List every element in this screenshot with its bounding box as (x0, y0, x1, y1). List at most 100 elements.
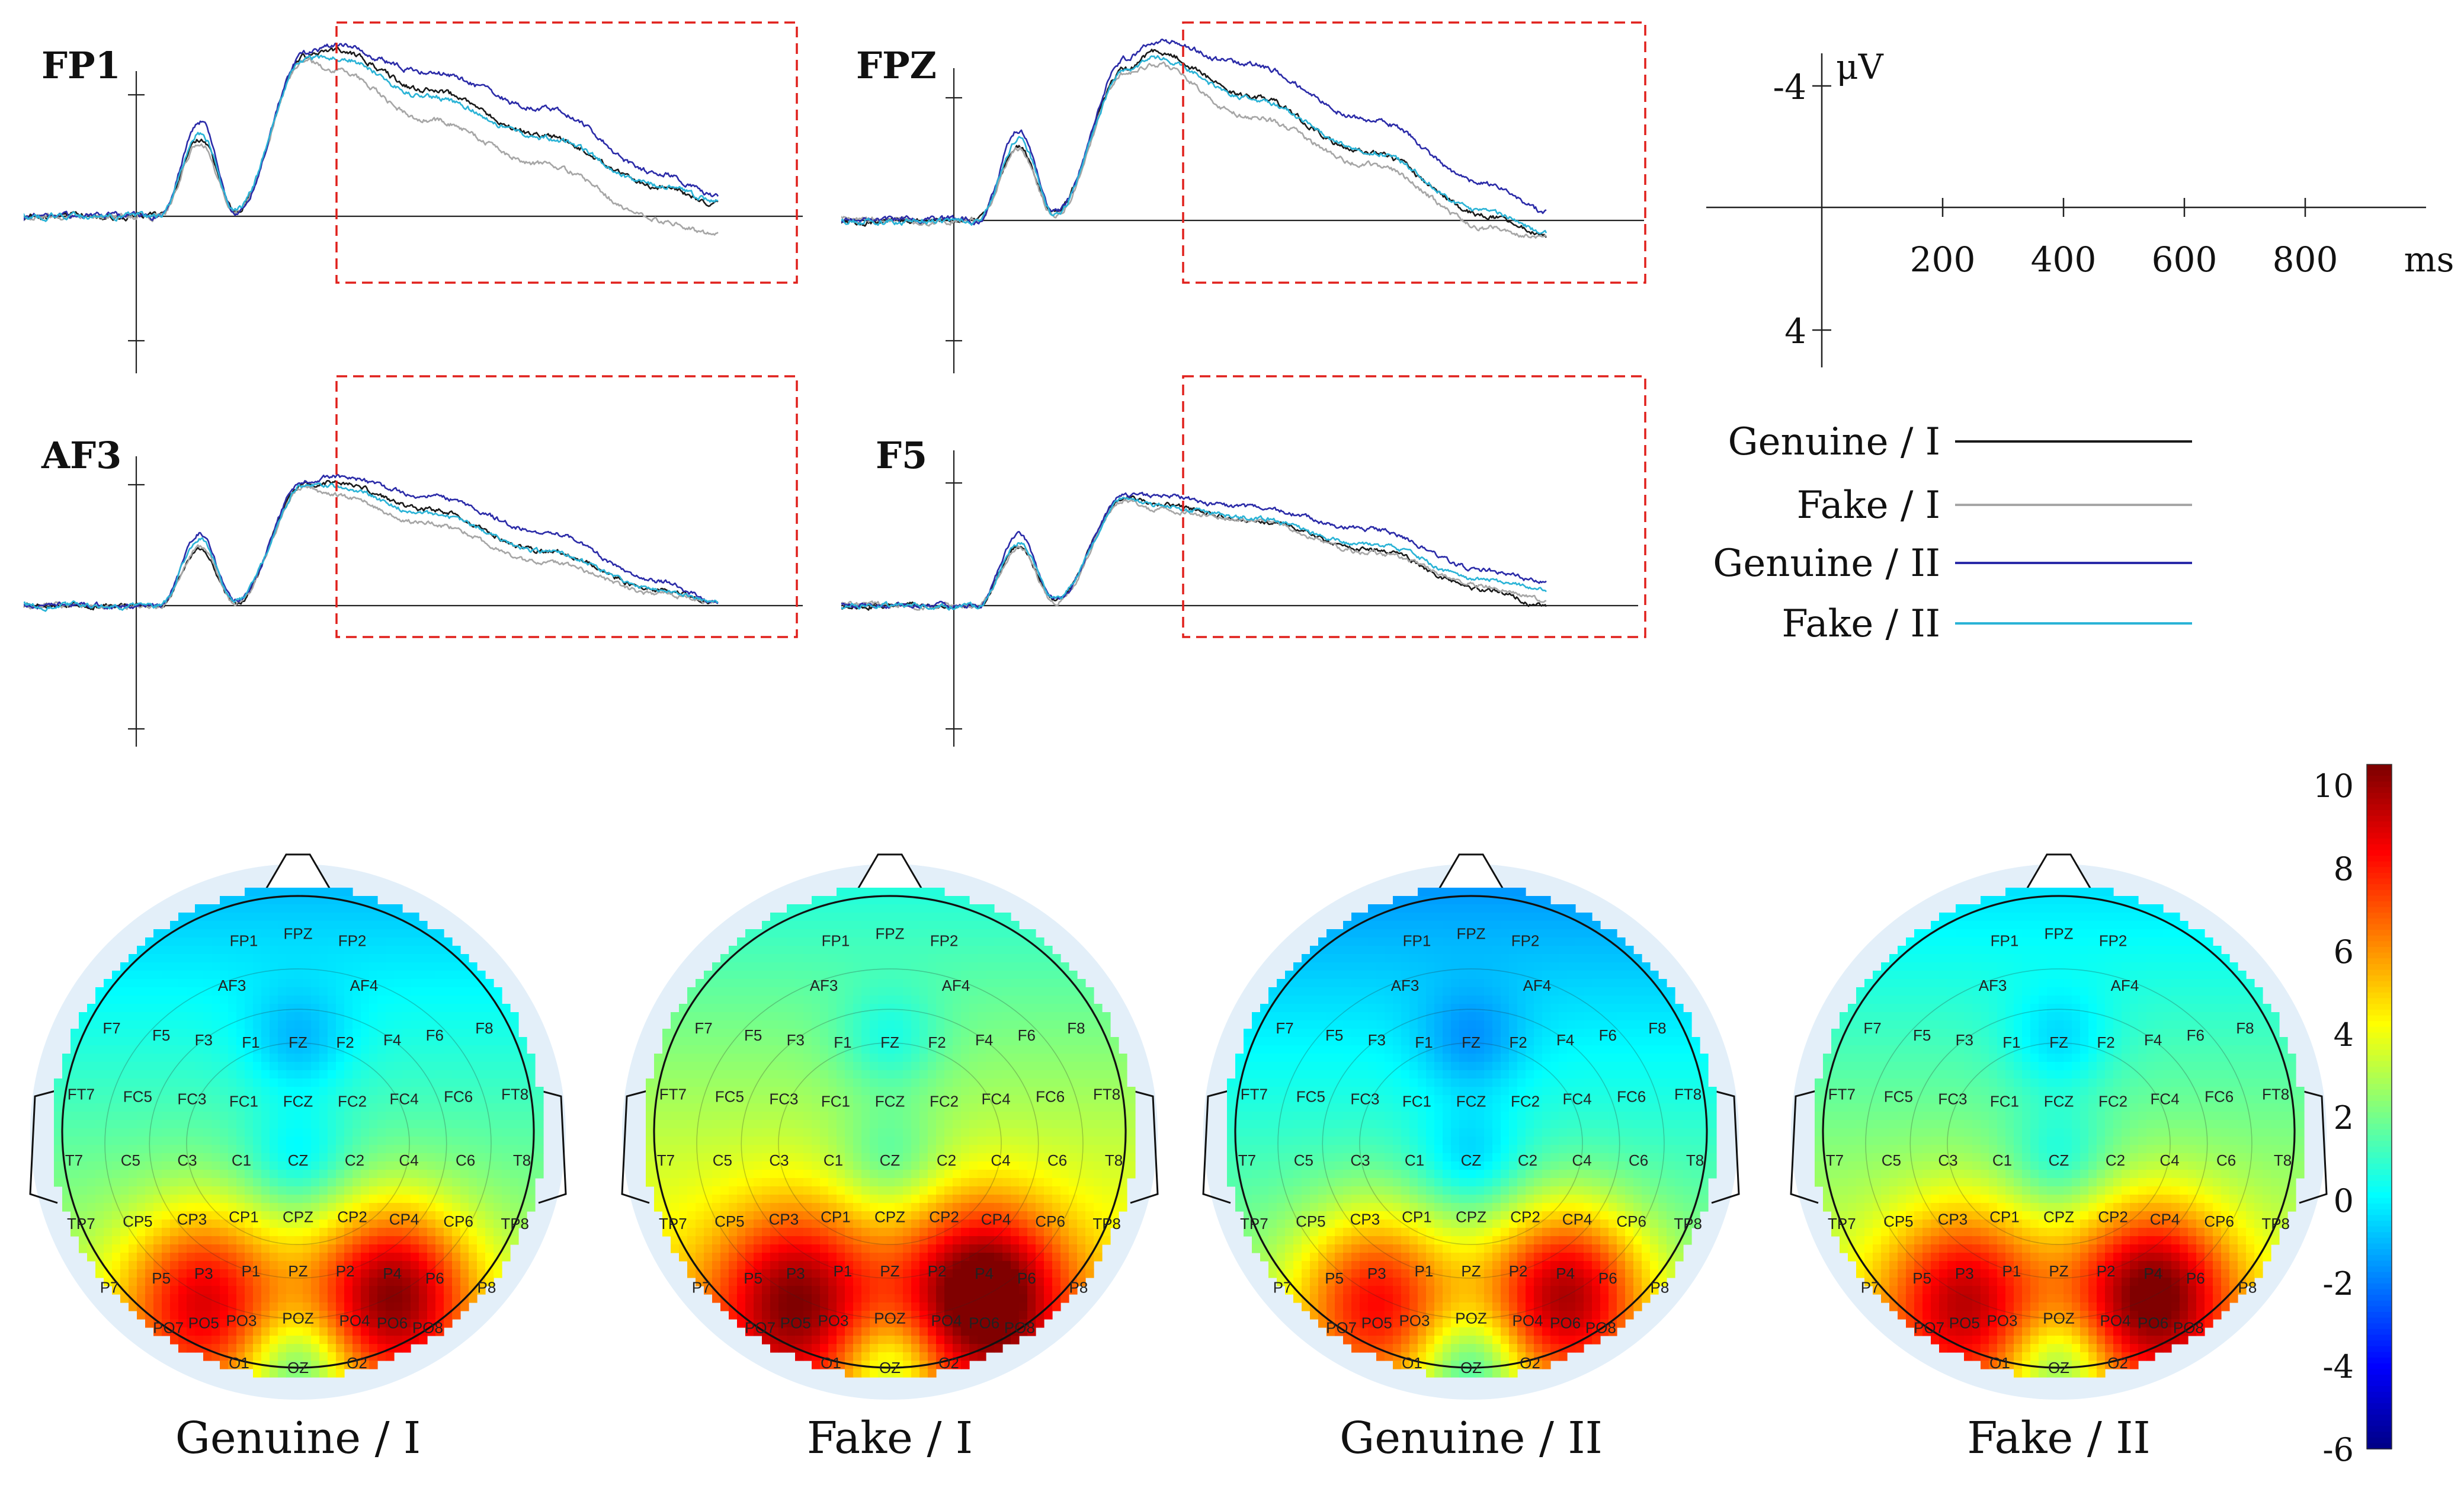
field-cell (1127, 1153, 1136, 1162)
field-cell (861, 1029, 870, 1038)
field-cell (328, 1369, 337, 1378)
field-cell (203, 1186, 212, 1195)
field-cell (845, 1137, 854, 1145)
field-cell (270, 1045, 278, 1054)
field-cell (936, 1078, 945, 1087)
field-cell (344, 1195, 353, 1204)
field-cell (377, 1170, 386, 1179)
field-cell (737, 1045, 746, 1054)
field-cell (369, 1344, 378, 1353)
field-cell (361, 913, 370, 921)
field-cell (319, 1137, 328, 1145)
field-cell (1119, 1203, 1127, 1212)
field-cell (245, 1078, 254, 1087)
field-cell (911, 1054, 920, 1062)
field-cell (803, 1070, 812, 1079)
field-cell (228, 1195, 237, 1204)
field-cell (729, 996, 738, 1004)
field-cell (245, 1020, 254, 1029)
field-cell (469, 1070, 478, 1079)
field-cell (79, 1137, 88, 1145)
field-cell (386, 971, 395, 980)
field-cell (303, 996, 312, 1004)
field-cell (353, 1344, 361, 1353)
field-cell (1002, 1137, 1011, 1145)
field-cell (477, 1261, 486, 1270)
field-cell (477, 1153, 486, 1162)
field-cell (419, 1244, 428, 1253)
field-cell (1110, 1128, 1119, 1137)
field-cell (278, 1004, 287, 1013)
field-cell (120, 1078, 129, 1087)
field-cell (646, 1153, 655, 1162)
field-cell (328, 979, 337, 988)
field-cell (720, 979, 729, 988)
field-cell (162, 1186, 171, 1195)
field-cell (754, 1062, 762, 1071)
field-cell (837, 921, 845, 930)
field-cell (377, 1153, 386, 1162)
field-cell (261, 1319, 270, 1328)
field-cell (145, 1004, 154, 1013)
field-cell (328, 1261, 337, 1270)
field-cell (795, 971, 804, 980)
electrode-label: FC4 (390, 1090, 419, 1108)
field-cell (137, 1062, 146, 1071)
field-cell (435, 1161, 444, 1170)
field-cell (803, 946, 812, 955)
field-cell (928, 1078, 937, 1087)
field-cell (303, 1294, 312, 1303)
field-cell (1052, 1170, 1061, 1179)
field-cell (1060, 1178, 1069, 1187)
field-cell (153, 954, 162, 963)
field-cell (696, 1195, 704, 1204)
field-cell (270, 888, 278, 897)
field-cell (278, 1120, 287, 1129)
field-cell (253, 1253, 262, 1262)
field-cell (220, 954, 229, 963)
field-cell (502, 1112, 511, 1121)
field-cell (361, 1186, 370, 1195)
field-cell (870, 987, 879, 996)
field-cell (145, 1178, 154, 1187)
field-cell (419, 1294, 428, 1303)
field-cell (762, 1128, 771, 1137)
field-cell (87, 1161, 96, 1170)
field-cell (253, 1178, 262, 1187)
field-cell (969, 1112, 978, 1121)
field-cell (878, 1170, 887, 1179)
field-cell (820, 1045, 829, 1054)
field-cell (187, 1020, 196, 1029)
field-cell (903, 913, 912, 921)
field-cell (419, 1078, 428, 1087)
field-cell (837, 888, 845, 897)
field-cell (1036, 996, 1044, 1004)
field-cell (671, 1178, 680, 1187)
field-cell (527, 1195, 536, 1204)
field-cell (270, 929, 278, 938)
field-cell (828, 1137, 837, 1145)
field-cell (770, 1170, 779, 1179)
field-cell (253, 1062, 262, 1071)
field-cell (729, 1070, 738, 1079)
field-cell (261, 1294, 270, 1303)
field-cell (737, 1195, 746, 1204)
field-cell (978, 1161, 986, 1170)
field-cell (270, 1228, 278, 1237)
field-cell (411, 1070, 419, 1079)
field-cell (386, 962, 395, 971)
field-cell (87, 1170, 96, 1179)
field-cell (845, 1145, 854, 1154)
field-cell (452, 987, 461, 996)
field-cell (278, 1128, 287, 1137)
field-cell (502, 1161, 511, 1170)
field-cell (303, 1020, 312, 1029)
field-cell (961, 1078, 970, 1087)
field-cell (837, 962, 845, 971)
field-cell (936, 1004, 945, 1013)
field-cell (444, 1070, 453, 1079)
field-cell (518, 1137, 527, 1145)
field-cell (679, 1037, 688, 1046)
field-cell (1077, 1095, 1086, 1104)
field-cell (253, 1120, 262, 1129)
